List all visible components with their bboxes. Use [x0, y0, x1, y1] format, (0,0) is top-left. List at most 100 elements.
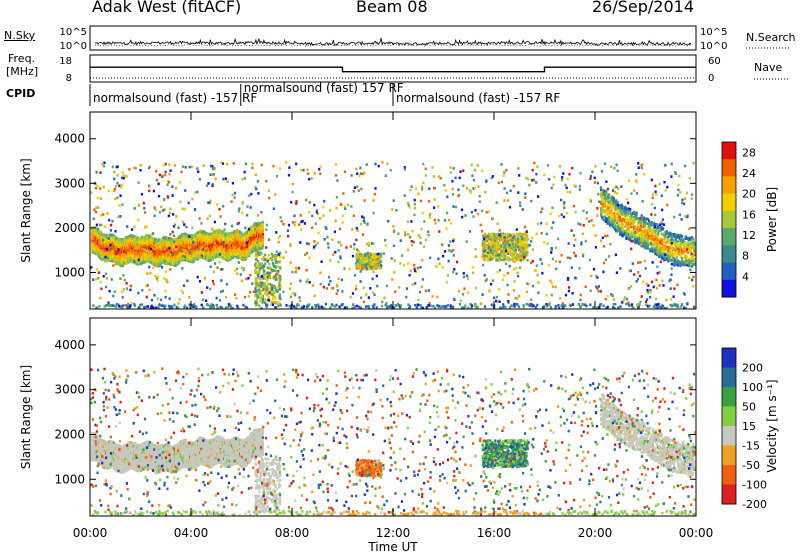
power-cell	[211, 257, 214, 260]
power-cell	[169, 248, 172, 252]
power-cell	[124, 250, 127, 253]
power-cell	[134, 252, 137, 256]
power-cell	[144, 258, 147, 262]
power-cell	[106, 236, 109, 239]
power-cell	[141, 258, 144, 262]
power-cell	[236, 247, 239, 250]
power-cell	[110, 257, 113, 261]
power-cell	[94, 240, 97, 243]
power-cell	[162, 238, 165, 242]
power-cell	[209, 232, 212, 236]
power-cell	[193, 240, 196, 243]
power-cell	[119, 260, 122, 264]
power-cell	[194, 257, 197, 261]
power-cell	[161, 246, 164, 250]
power-cell	[234, 242, 237, 246]
power-cell	[174, 264, 177, 267]
power-cell	[236, 237, 239, 240]
power-cell	[211, 232, 214, 235]
power-cell	[219, 232, 222, 235]
power-cell	[161, 254, 164, 258]
power-cell	[106, 237, 109, 241]
power-cell	[156, 261, 159, 264]
power-cell	[125, 256, 128, 260]
power-cell	[218, 250, 221, 253]
power-cell	[99, 240, 102, 244]
power-cell	[125, 237, 128, 241]
power-cell	[144, 252, 147, 255]
power-cell	[211, 241, 214, 245]
power-cell	[119, 264, 122, 268]
power-cell	[132, 260, 135, 263]
power-cell	[232, 256, 235, 259]
power-cell	[132, 250, 135, 254]
power-cell	[107, 250, 110, 254]
power-cell	[200, 250, 203, 253]
power-cell	[184, 249, 187, 252]
power-cell	[152, 247, 155, 251]
power-cell	[134, 258, 137, 262]
power-cell	[149, 253, 152, 257]
power-cell	[102, 234, 105, 237]
power-cell	[118, 261, 121, 265]
power-cell	[186, 250, 189, 253]
power-cell	[231, 235, 234, 239]
power-cell	[96, 245, 100, 248]
power-cell	[166, 243, 169, 247]
power-cell	[109, 252, 112, 255]
power-cell	[115, 245, 118, 248]
power-cell	[118, 250, 121, 253]
power-cell	[209, 249, 212, 253]
power-cell	[93, 232, 96, 236]
power-cell	[140, 259, 143, 262]
power-cell	[216, 232, 219, 235]
power-cell	[119, 263, 122, 266]
power-cell	[211, 243, 214, 247]
power-cell	[143, 259, 146, 263]
power-cell	[177, 236, 180, 239]
power-cell	[119, 243, 122, 247]
power-cell	[202, 238, 205, 241]
power-cell	[93, 230, 96, 233]
power-cell	[99, 233, 102, 237]
power-cell	[134, 243, 137, 246]
power-cell	[171, 238, 175, 241]
power-cell	[150, 235, 153, 238]
power-cell	[225, 250, 228, 253]
power-cell	[169, 238, 172, 241]
power-cell	[93, 242, 96, 245]
nave-tick-top: 60	[708, 56, 721, 67]
power-cell	[150, 261, 153, 264]
power-cell	[174, 261, 177, 264]
power-cell	[149, 260, 152, 264]
power-cell	[168, 243, 171, 246]
power-cell	[99, 242, 102, 246]
power-cell	[236, 245, 239, 248]
power-cell	[187, 253, 190, 256]
power-cell	[175, 250, 178, 254]
power-cell	[162, 236, 165, 239]
power-cell	[171, 261, 175, 264]
power-cell	[168, 239, 171, 242]
power-cell	[165, 237, 168, 240]
power-cell	[134, 261, 137, 265]
power-cell	[226, 250, 229, 253]
power-cell	[119, 257, 122, 260]
power-cell	[134, 235, 137, 238]
power-cell	[146, 244, 150, 248]
power-cell	[96, 230, 100, 233]
power-cell	[231, 245, 234, 248]
power-cell	[181, 236, 184, 240]
power-cell	[231, 256, 234, 259]
power-cell	[212, 246, 215, 249]
power-cell	[132, 235, 135, 238]
power-cell	[115, 239, 118, 243]
power-cell	[212, 250, 215, 253]
power-cell	[171, 246, 175, 250]
power-cell	[118, 254, 121, 258]
power-cell	[177, 248, 180, 251]
nsky-right-tick-bottom: 10^0	[700, 41, 727, 52]
power-cell	[144, 250, 147, 253]
power-cell	[96, 252, 100, 255]
power-cell	[125, 259, 128, 262]
